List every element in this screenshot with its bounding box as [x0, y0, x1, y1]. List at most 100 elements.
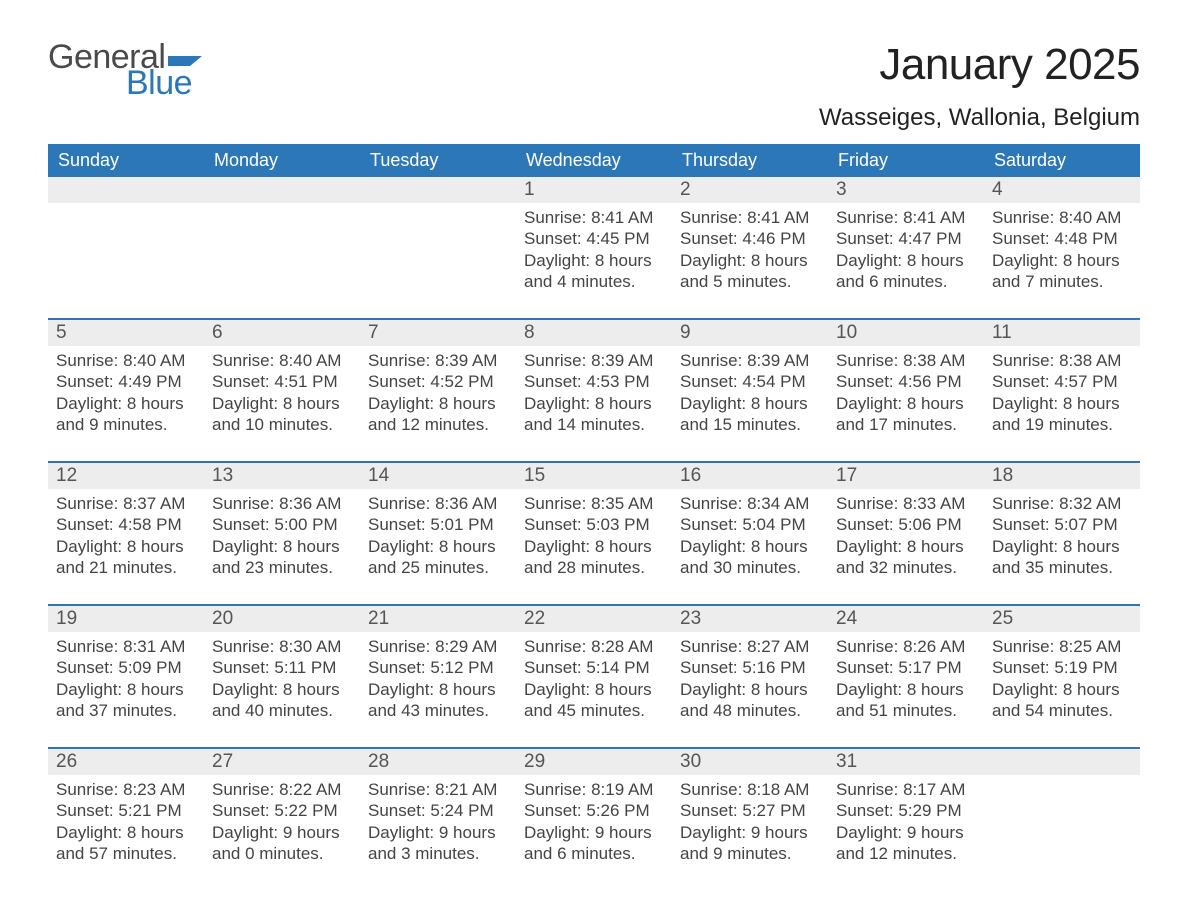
sunset-text: Sunset: 4:48 PM	[992, 228, 1132, 249]
sunset-text: Sunset: 4:52 PM	[368, 371, 508, 392]
day-number: 30	[672, 749, 828, 775]
daylight-line1: Daylight: 8 hours	[56, 679, 196, 700]
sunrise-text: Sunrise: 8:36 AM	[368, 493, 508, 514]
sunset-text: Sunset: 4:54 PM	[680, 371, 820, 392]
sunrise-text: Sunrise: 8:39 AM	[680, 350, 820, 371]
daylight-line1: Daylight: 8 hours	[680, 679, 820, 700]
daylight-line1: Daylight: 8 hours	[212, 393, 352, 414]
calendar-cell: 9Sunrise: 8:39 AMSunset: 4:54 PMDaylight…	[672, 320, 828, 443]
calendar-cell: 26Sunrise: 8:23 AMSunset: 5:21 PMDayligh…	[48, 749, 204, 872]
daylight-line1: Daylight: 9 hours	[836, 822, 976, 843]
day-details: Sunrise: 8:35 AMSunset: 5:03 PMDaylight:…	[516, 489, 672, 586]
day-number: 3	[828, 177, 984, 203]
daylight-line1: Daylight: 8 hours	[836, 393, 976, 414]
daylight-line2: and 37 minutes.	[56, 700, 196, 721]
calendar-cell: 25Sunrise: 8:25 AMSunset: 5:19 PMDayligh…	[984, 606, 1140, 729]
day-number: 16	[672, 463, 828, 489]
daylight-line2: and 7 minutes.	[992, 271, 1132, 292]
calendar-cell: 24Sunrise: 8:26 AMSunset: 5:17 PMDayligh…	[828, 606, 984, 729]
sunset-text: Sunset: 5:14 PM	[524, 657, 664, 678]
sunset-text: Sunset: 5:17 PM	[836, 657, 976, 678]
sunset-text: Sunset: 4:51 PM	[212, 371, 352, 392]
day-number: 29	[516, 749, 672, 775]
daylight-line1: Daylight: 8 hours	[56, 536, 196, 557]
sunset-text: Sunset: 5:24 PM	[368, 800, 508, 821]
sunset-text: Sunset: 5:29 PM	[836, 800, 976, 821]
day-details: Sunrise: 8:23 AMSunset: 5:21 PMDaylight:…	[48, 775, 204, 872]
calendar-cell	[360, 177, 516, 300]
weekday-header: Monday	[204, 144, 360, 177]
day-number: 14	[360, 463, 516, 489]
sunset-text: Sunset: 5:27 PM	[680, 800, 820, 821]
sunrise-text: Sunrise: 8:38 AM	[992, 350, 1132, 371]
calendar-cell: 27Sunrise: 8:22 AMSunset: 5:22 PMDayligh…	[204, 749, 360, 872]
sunrise-text: Sunrise: 8:25 AM	[992, 636, 1132, 657]
page-header: General Blue January 2025 Wasseiges, Wal…	[48, 40, 1140, 132]
sunrise-text: Sunrise: 8:33 AM	[836, 493, 976, 514]
sunset-text: Sunset: 4:53 PM	[524, 371, 664, 392]
daylight-line2: and 28 minutes.	[524, 557, 664, 578]
daylight-line2: and 15 minutes.	[680, 414, 820, 435]
day-number: 10	[828, 320, 984, 346]
daylight-line1: Daylight: 8 hours	[524, 250, 664, 271]
calendar-cell: 22Sunrise: 8:28 AMSunset: 5:14 PMDayligh…	[516, 606, 672, 729]
logo-word-blue: Blue	[126, 66, 202, 100]
daylight-line2: and 35 minutes.	[992, 557, 1132, 578]
calendar-cell: 2Sunrise: 8:41 AMSunset: 4:46 PMDaylight…	[672, 177, 828, 300]
day-number: 1	[516, 177, 672, 203]
daylight-line1: Daylight: 8 hours	[836, 536, 976, 557]
day-number: 17	[828, 463, 984, 489]
sunset-text: Sunset: 5:09 PM	[56, 657, 196, 678]
sunset-text: Sunset: 5:21 PM	[56, 800, 196, 821]
daylight-line2: and 12 minutes.	[836, 843, 976, 864]
day-number: 26	[48, 749, 204, 775]
sunset-text: Sunset: 4:46 PM	[680, 228, 820, 249]
sunset-text: Sunset: 5:16 PM	[680, 657, 820, 678]
day-details: Sunrise: 8:32 AMSunset: 5:07 PMDaylight:…	[984, 489, 1140, 586]
day-number: 21	[360, 606, 516, 632]
daylight-line1: Daylight: 8 hours	[992, 679, 1132, 700]
daylight-line1: Daylight: 8 hours	[680, 250, 820, 271]
daylight-line2: and 45 minutes.	[524, 700, 664, 721]
day-details: Sunrise: 8:40 AMSunset: 4:49 PMDaylight:…	[48, 346, 204, 443]
sunrise-text: Sunrise: 8:41 AM	[680, 207, 820, 228]
daylight-line1: Daylight: 9 hours	[368, 822, 508, 843]
sunrise-text: Sunrise: 8:31 AM	[56, 636, 196, 657]
day-details: Sunrise: 8:38 AMSunset: 4:56 PMDaylight:…	[828, 346, 984, 443]
daylight-line2: and 6 minutes.	[524, 843, 664, 864]
sunset-text: Sunset: 4:45 PM	[524, 228, 664, 249]
daylight-line2: and 9 minutes.	[680, 843, 820, 864]
daylight-line1: Daylight: 8 hours	[680, 536, 820, 557]
day-number: 23	[672, 606, 828, 632]
sunset-text: Sunset: 5:01 PM	[368, 514, 508, 535]
day-details: Sunrise: 8:19 AMSunset: 5:26 PMDaylight:…	[516, 775, 672, 872]
weekday-header: Friday	[828, 144, 984, 177]
month-title: January 2025	[819, 40, 1140, 90]
daylight-line2: and 0 minutes.	[212, 843, 352, 864]
day-details: Sunrise: 8:29 AMSunset: 5:12 PMDaylight:…	[360, 632, 516, 729]
daylight-line1: Daylight: 8 hours	[368, 679, 508, 700]
sunrise-text: Sunrise: 8:41 AM	[524, 207, 664, 228]
day-number: 6	[204, 320, 360, 346]
daylight-line2: and 4 minutes.	[524, 271, 664, 292]
sunrise-text: Sunrise: 8:32 AM	[992, 493, 1132, 514]
calendar-cell: 7Sunrise: 8:39 AMSunset: 4:52 PMDaylight…	[360, 320, 516, 443]
day-details: Sunrise: 8:31 AMSunset: 5:09 PMDaylight:…	[48, 632, 204, 729]
calendar-cell: 21Sunrise: 8:29 AMSunset: 5:12 PMDayligh…	[360, 606, 516, 729]
calendar-week: 12Sunrise: 8:37 AMSunset: 4:58 PMDayligh…	[48, 461, 1140, 586]
day-details: Sunrise: 8:22 AMSunset: 5:22 PMDaylight:…	[204, 775, 360, 872]
calendar-cell: 18Sunrise: 8:32 AMSunset: 5:07 PMDayligh…	[984, 463, 1140, 586]
sunrise-text: Sunrise: 8:35 AM	[524, 493, 664, 514]
sunset-text: Sunset: 5:00 PM	[212, 514, 352, 535]
calendar-cell: 5Sunrise: 8:40 AMSunset: 4:49 PMDaylight…	[48, 320, 204, 443]
daylight-line1: Daylight: 8 hours	[992, 393, 1132, 414]
day-number: 11	[984, 320, 1140, 346]
day-number: 28	[360, 749, 516, 775]
sunset-text: Sunset: 5:06 PM	[836, 514, 976, 535]
sunset-text: Sunset: 5:04 PM	[680, 514, 820, 535]
daylight-line1: Daylight: 9 hours	[524, 822, 664, 843]
calendar-cell: 29Sunrise: 8:19 AMSunset: 5:26 PMDayligh…	[516, 749, 672, 872]
daylight-line2: and 25 minutes.	[368, 557, 508, 578]
day-details: Sunrise: 8:39 AMSunset: 4:52 PMDaylight:…	[360, 346, 516, 443]
daylight-line2: and 12 minutes.	[368, 414, 508, 435]
